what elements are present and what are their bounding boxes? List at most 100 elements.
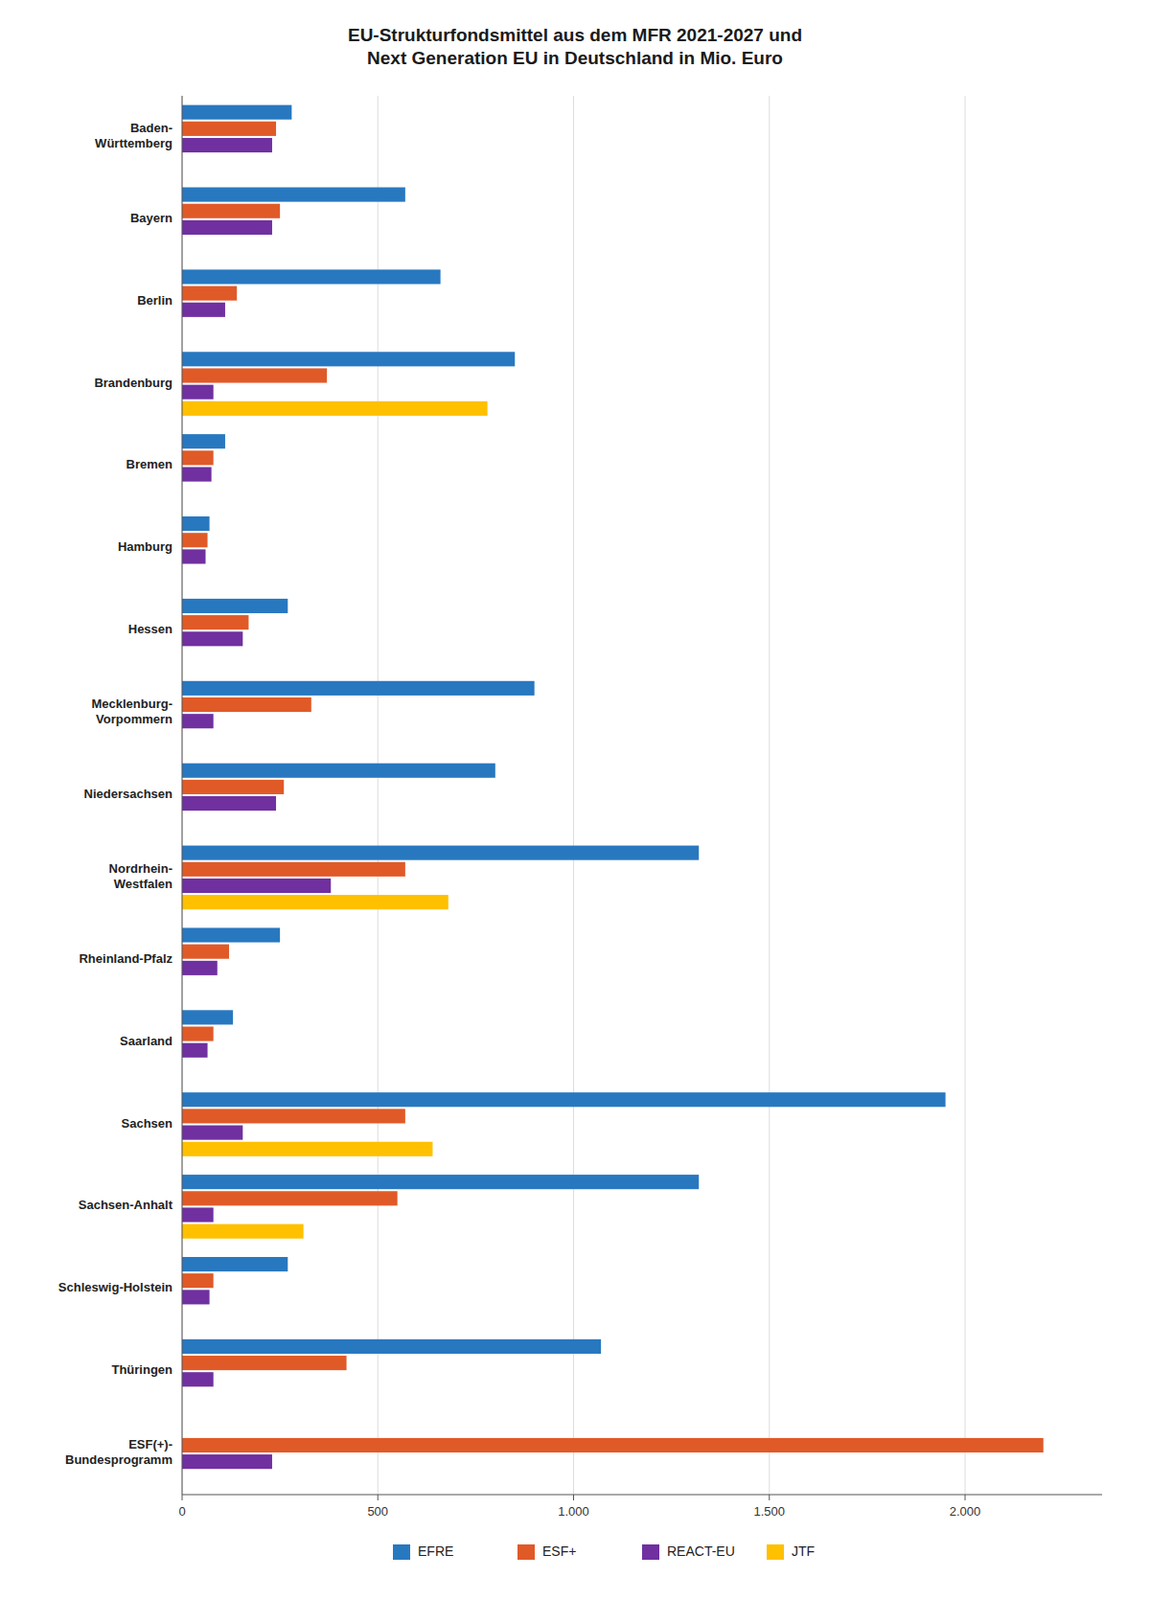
bar — [182, 1010, 233, 1025]
legend-label: JTF — [791, 1543, 815, 1560]
grid-line — [573, 95, 575, 1495]
grid-line — [182, 95, 184, 1495]
grid-line — [965, 95, 966, 1495]
bar — [182, 549, 207, 564]
bar — [182, 1043, 208, 1058]
bar — [182, 450, 214, 465]
bar — [182, 1356, 347, 1371]
x-axis: 05001.0001.5002.000 — [178, 95, 981, 1519]
category-label: Hamburg — [117, 540, 173, 555]
bar — [182, 1273, 214, 1288]
category-label: Bremen — [126, 458, 173, 473]
category-label: Brandenburg — [93, 375, 173, 391]
bar — [182, 434, 226, 449]
bar — [182, 1092, 946, 1107]
bar — [182, 1289, 210, 1305]
chart: EU-Strukturfondsmittel aus dem MFR 2021-… — [0, 0, 1150, 1600]
bar — [182, 401, 488, 416]
category-label: Thüringen — [111, 1363, 173, 1379]
bar — [182, 1207, 214, 1222]
bar — [182, 1191, 398, 1206]
bar — [182, 697, 312, 713]
bar — [182, 516, 210, 531]
bar — [182, 615, 249, 630]
tick-mark — [965, 1495, 966, 1501]
bar — [182, 713, 214, 729]
legend: EFRE ESF+ REACT-EU JTF — [392, 1543, 815, 1561]
bar — [182, 895, 449, 910]
bar — [182, 368, 327, 383]
category-label: Schleswig-Holstein — [58, 1281, 173, 1296]
category-label: ESF(+)-Bundesprogramm — [65, 1437, 173, 1468]
bar — [182, 1438, 1044, 1453]
bar — [182, 385, 214, 400]
bar — [182, 944, 230, 960]
bar — [182, 1372, 214, 1387]
tick-label: 1.000 — [557, 1504, 590, 1519]
tick-mark — [182, 1495, 184, 1501]
tick-mark — [573, 1495, 575, 1501]
tick-label: 2.000 — [949, 1504, 982, 1519]
bar — [182, 105, 292, 120]
tick-mark — [377, 1495, 379, 1501]
bar — [182, 780, 284, 795]
category-label: Baden-Württemberg — [94, 120, 173, 151]
bar — [182, 121, 276, 137]
bar — [182, 1454, 273, 1470]
legend-swatch — [766, 1544, 784, 1561]
bar — [182, 302, 226, 318]
category-label: Mecklenburg-Vorpommern — [91, 697, 173, 728]
category-label: Hessen — [128, 622, 173, 638]
bar — [182, 269, 441, 284]
bar — [182, 846, 699, 861]
legend-label: ESF+ — [542, 1543, 576, 1560]
grid-line — [768, 95, 770, 1495]
bar — [182, 631, 243, 646]
bar — [182, 796, 276, 811]
title: EU-Strukturfondsmittel aus dem MFR 2021-… — [347, 24, 803, 69]
tick-label: 1.500 — [753, 1504, 785, 1519]
bar — [182, 878, 331, 894]
legend-label: EFRE — [417, 1543, 454, 1560]
tick-label: 0 — [178, 1504, 185, 1519]
bar — [182, 1339, 601, 1355]
bar — [182, 1027, 214, 1042]
legend-label: REACT-EU — [667, 1543, 736, 1560]
tick-mark — [768, 1495, 770, 1501]
bar — [182, 1224, 304, 1240]
bar — [182, 467, 212, 483]
legend-swatch — [392, 1544, 411, 1561]
category-label: Bayern — [130, 210, 173, 226]
bar — [182, 187, 406, 203]
category-label: Niedersachsen — [84, 786, 174, 802]
category-label: Sachsen — [121, 1116, 174, 1131]
bar — [182, 1126, 243, 1141]
bar — [182, 220, 273, 235]
bar — [182, 204, 280, 219]
bar — [182, 862, 406, 877]
bar — [182, 961, 218, 976]
y-axis-line — [182, 95, 184, 1495]
bar — [182, 138, 273, 153]
category-label: Nordrhein-Westfalen — [109, 861, 174, 892]
bars — [182, 105, 1044, 1471]
bar — [182, 763, 496, 779]
grid-line — [377, 95, 379, 1495]
x-axis-line — [182, 1495, 1103, 1496]
legend-swatch — [517, 1544, 535, 1561]
category-label: Saarland — [119, 1034, 173, 1049]
bar — [182, 351, 515, 367]
bar — [182, 927, 280, 943]
y-axis: Baden-Württemberg Bayern Berlin Brandenburg… — [58, 120, 174, 1468]
bar — [182, 1174, 699, 1190]
category-label: Rheinland-Pfalz — [78, 951, 173, 966]
category-label: Berlin — [137, 293, 173, 308]
bar — [182, 286, 237, 301]
legend-swatch — [642, 1544, 660, 1561]
bar — [182, 532, 208, 548]
bar — [182, 1142, 433, 1157]
bar — [182, 1257, 288, 1272]
bar — [182, 1108, 406, 1124]
bar — [182, 598, 288, 614]
category-label: Sachsen-Anhalt — [78, 1198, 174, 1214]
